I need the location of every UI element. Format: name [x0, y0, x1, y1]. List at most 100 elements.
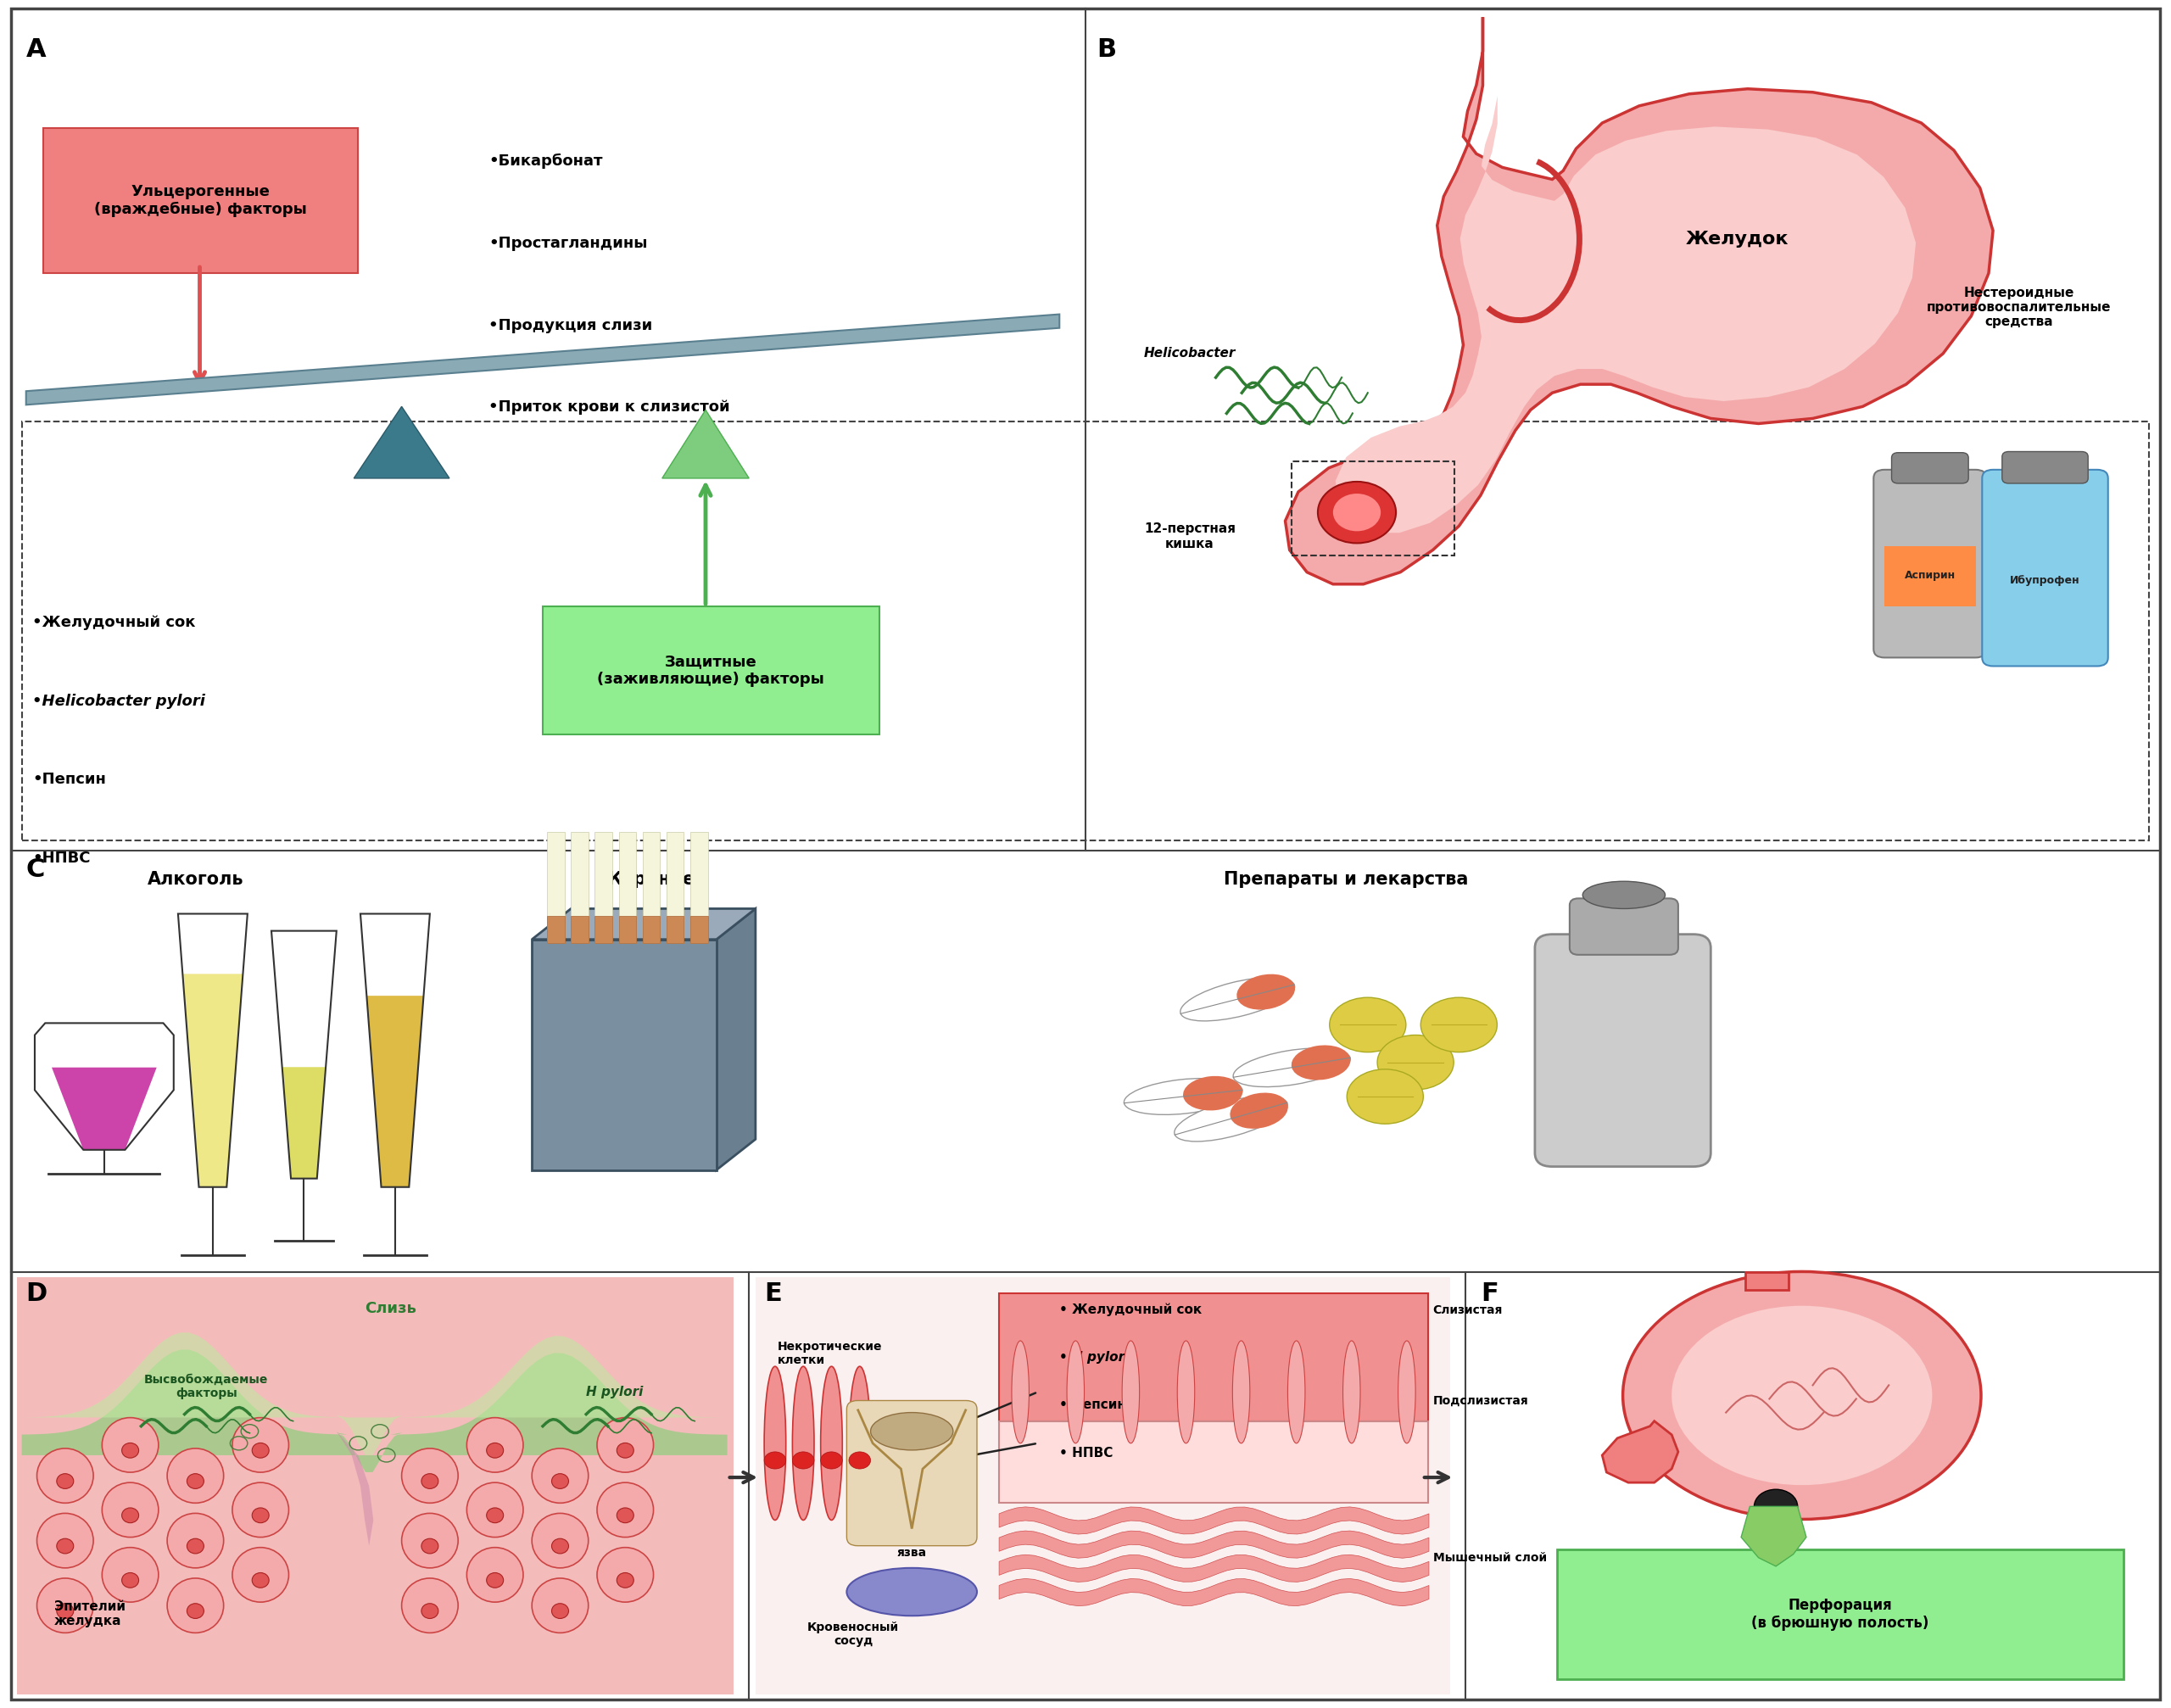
Ellipse shape: [551, 1474, 569, 1489]
Ellipse shape: [1292, 1045, 1350, 1079]
Text: E: E: [764, 1281, 782, 1305]
Circle shape: [821, 1452, 842, 1469]
Polygon shape: [22, 1332, 727, 1455]
FancyBboxPatch shape: [11, 9, 2160, 1699]
Text: Защитные
(заживляющие) факторы: Защитные (заживляющие) факторы: [597, 654, 825, 687]
Bar: [1993, 550, 2097, 613]
Text: •Простагландины: •Простагландины: [488, 236, 647, 251]
Bar: [666, 915, 684, 943]
Text: C: C: [26, 857, 46, 881]
Ellipse shape: [532, 1578, 588, 1633]
Ellipse shape: [232, 1418, 289, 1472]
Ellipse shape: [467, 1418, 523, 1472]
Polygon shape: [367, 996, 423, 1187]
Text: Курение: Курение: [608, 871, 695, 888]
Bar: [1292, 461, 1455, 555]
Text: Кровеносный
сосуд: Кровеносный сосуд: [808, 1623, 899, 1647]
Ellipse shape: [1420, 997, 1498, 1052]
Ellipse shape: [849, 1366, 871, 1520]
Ellipse shape: [187, 1539, 204, 1554]
Ellipse shape: [167, 1448, 224, 1503]
Ellipse shape: [37, 1578, 93, 1633]
Ellipse shape: [1177, 1341, 1194, 1443]
Text: •Желудочный сок: •Желудочный сок: [33, 615, 195, 630]
Ellipse shape: [102, 1418, 158, 1472]
Ellipse shape: [1233, 1341, 1250, 1443]
Ellipse shape: [252, 1443, 269, 1459]
Ellipse shape: [56, 1539, 74, 1554]
Ellipse shape: [122, 1443, 139, 1459]
Ellipse shape: [421, 1539, 439, 1554]
Ellipse shape: [1287, 1341, 1305, 1443]
Polygon shape: [1602, 1421, 1678, 1483]
Polygon shape: [282, 1068, 326, 1179]
Text: Ибупрофен: Ибупрофен: [2010, 576, 2080, 586]
Ellipse shape: [847, 1568, 977, 1616]
Ellipse shape: [532, 1513, 588, 1568]
Polygon shape: [1285, 17, 1993, 584]
Polygon shape: [337, 1431, 373, 1546]
Circle shape: [849, 1452, 871, 1469]
Bar: [690, 832, 708, 943]
Polygon shape: [22, 1349, 727, 1472]
Bar: [999, 1293, 1429, 1421]
FancyBboxPatch shape: [1874, 470, 1986, 658]
Ellipse shape: [1233, 1049, 1350, 1086]
Ellipse shape: [1376, 1035, 1455, 1090]
Text: • H pylori: • H pylori: [1059, 1351, 1129, 1363]
Polygon shape: [52, 1068, 156, 1149]
Bar: [999, 1421, 1429, 1503]
Ellipse shape: [467, 1483, 523, 1537]
Ellipse shape: [187, 1604, 204, 1619]
Circle shape: [792, 1452, 814, 1469]
Text: Препараты и лекарства: Препараты и лекарства: [1224, 871, 1468, 888]
Text: • НПВС: • НПВС: [1059, 1447, 1114, 1459]
Ellipse shape: [1183, 1076, 1242, 1110]
Text: F: F: [1481, 1281, 1498, 1305]
Ellipse shape: [1231, 1093, 1287, 1129]
Ellipse shape: [1181, 977, 1294, 1021]
Text: Эпителий
желудка: Эпителий желудка: [54, 1600, 126, 1628]
Ellipse shape: [421, 1474, 439, 1489]
Polygon shape: [26, 314, 1059, 405]
FancyBboxPatch shape: [1891, 453, 1969, 483]
Ellipse shape: [1672, 1305, 1932, 1484]
FancyBboxPatch shape: [2002, 451, 2089, 483]
Bar: [666, 832, 684, 943]
FancyBboxPatch shape: [1982, 470, 2108, 666]
Text: Helicobacter: Helicobacter: [1144, 347, 1235, 360]
Text: • Пепсин: • Пепсин: [1059, 1399, 1127, 1411]
FancyBboxPatch shape: [1535, 934, 1711, 1167]
Ellipse shape: [56, 1604, 74, 1619]
Polygon shape: [662, 410, 749, 478]
Ellipse shape: [1583, 881, 1665, 909]
Ellipse shape: [1344, 1341, 1361, 1443]
Polygon shape: [532, 909, 756, 939]
FancyBboxPatch shape: [847, 1401, 977, 1546]
Ellipse shape: [1125, 1078, 1242, 1115]
Circle shape: [1318, 482, 1396, 543]
Ellipse shape: [402, 1448, 458, 1503]
FancyBboxPatch shape: [532, 939, 716, 1170]
Polygon shape: [1741, 1506, 1806, 1566]
Ellipse shape: [792, 1366, 814, 1520]
Bar: [756, 1278, 1450, 1694]
Ellipse shape: [122, 1573, 139, 1588]
Text: Алкоголь: Алкоголь: [148, 871, 243, 888]
Ellipse shape: [56, 1474, 74, 1489]
Text: •Helicobacter pylori: •Helicobacter pylori: [33, 693, 206, 709]
Text: A: A: [26, 38, 46, 61]
Ellipse shape: [617, 1573, 634, 1588]
Text: •Пепсин: •Пепсин: [33, 772, 106, 787]
Text: Высвобождаемые
факторы: Высвобождаемые факторы: [143, 1375, 269, 1399]
Text: Ульцерогенные
(враждебные) факторы: Ульцерогенные (враждебные) факторы: [96, 184, 306, 217]
Ellipse shape: [167, 1513, 224, 1568]
Ellipse shape: [187, 1474, 204, 1489]
Ellipse shape: [532, 1448, 588, 1503]
Polygon shape: [354, 407, 449, 478]
Bar: [1745, 1272, 1789, 1290]
Ellipse shape: [597, 1547, 653, 1602]
Ellipse shape: [37, 1448, 93, 1503]
FancyBboxPatch shape: [543, 606, 879, 734]
Bar: [619, 915, 636, 943]
